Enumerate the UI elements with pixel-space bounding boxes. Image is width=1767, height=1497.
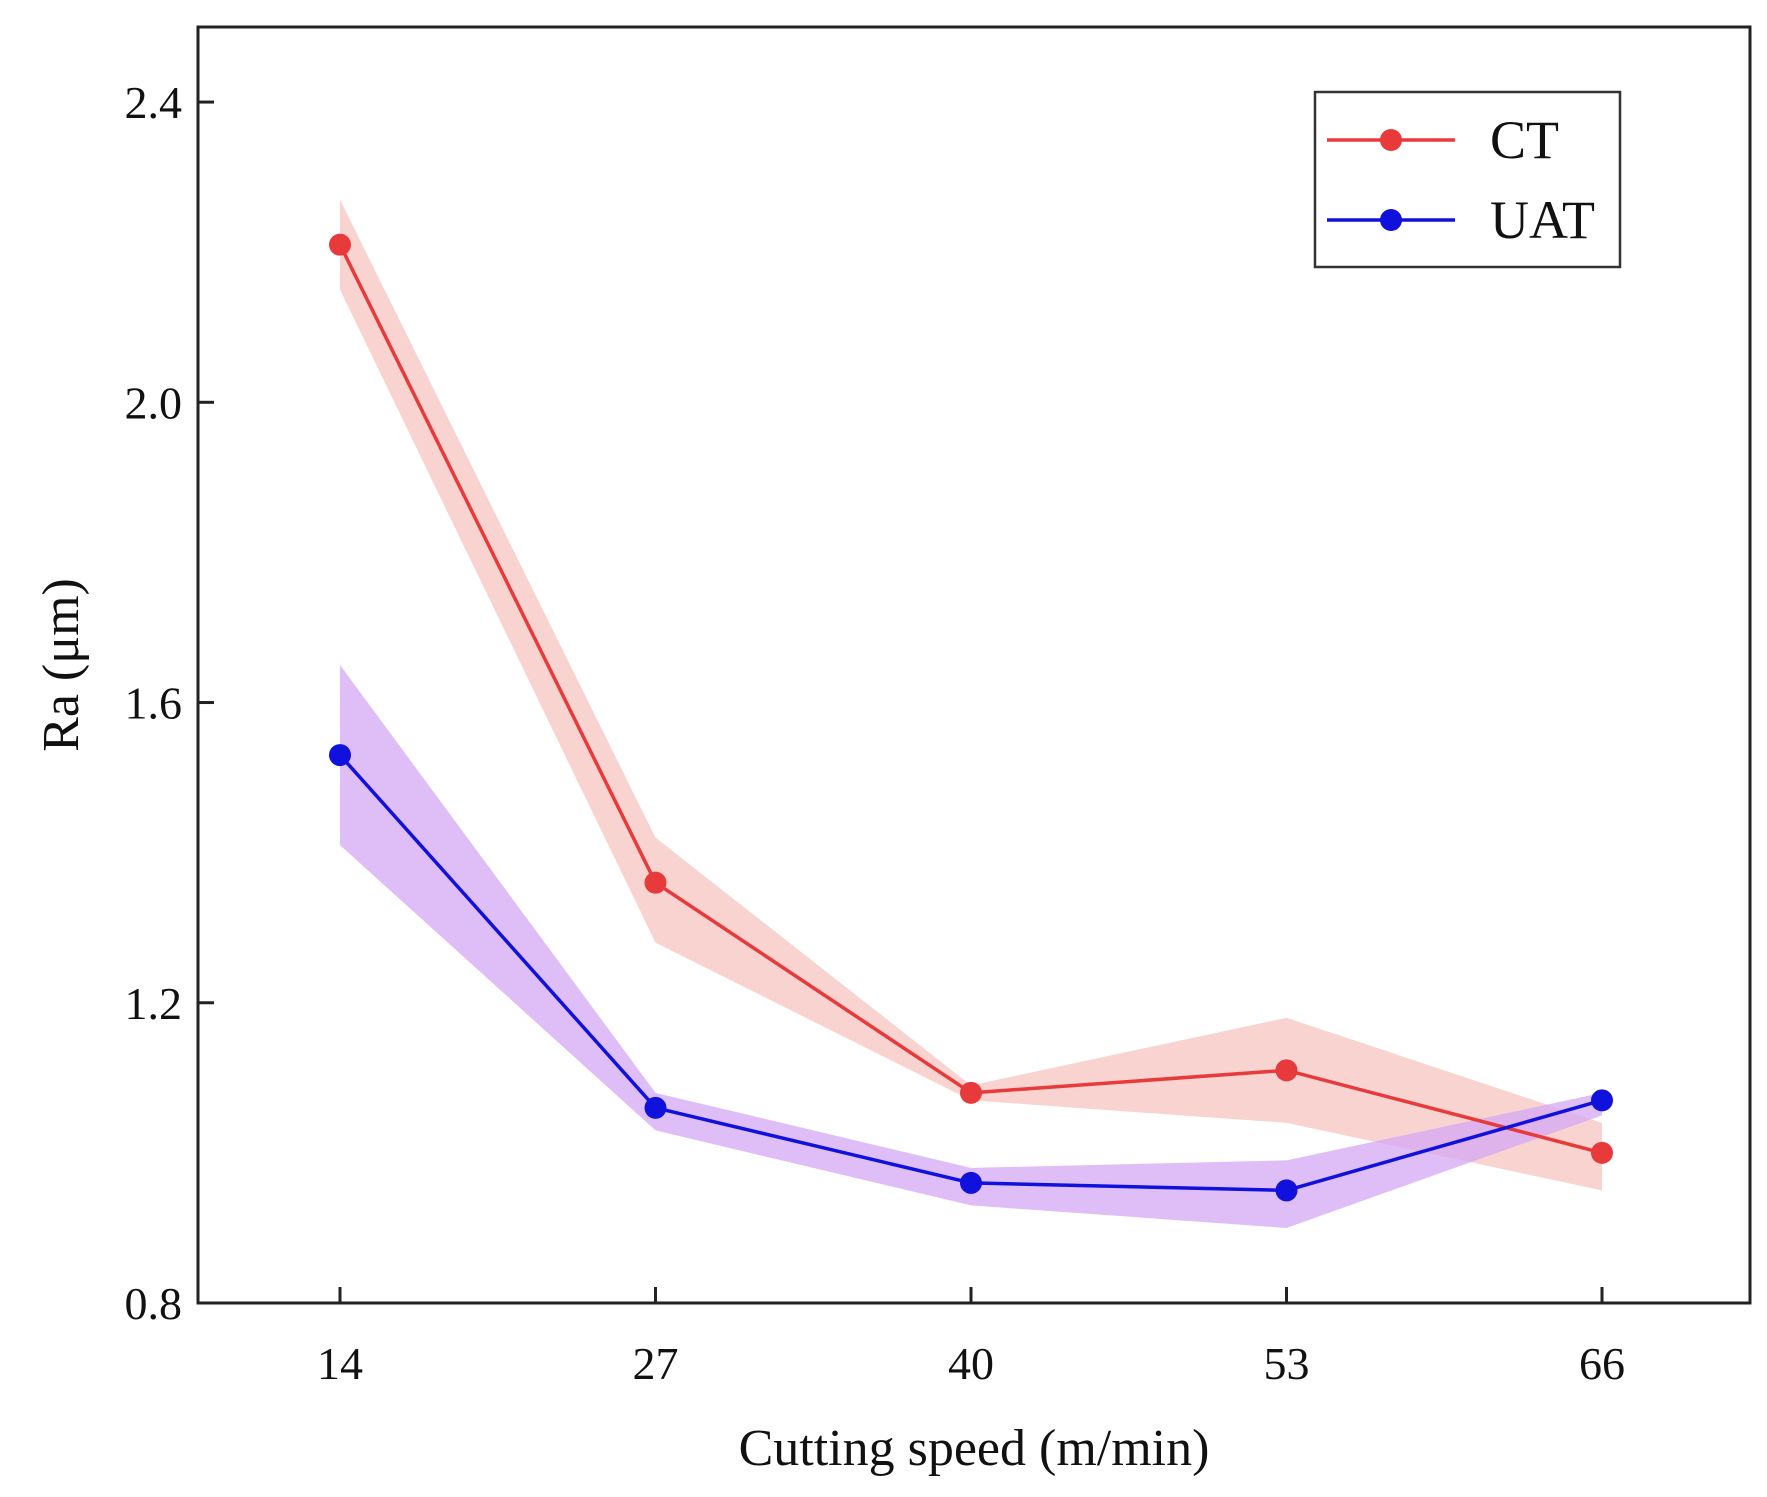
uat-data-point [644, 1096, 667, 1119]
axis-ticks: 14 27 40 53 66 0.8 1.2 1.6 2.0 2.4 [125, 77, 1626, 1389]
y-tick-label: 1.2 [125, 978, 183, 1029]
x-tick-label: 53 [1264, 1338, 1310, 1389]
series-markers [329, 233, 1613, 1202]
ct-data-point [960, 1081, 982, 1104]
ct-legend-marker [1380, 129, 1402, 151]
ct-data-point [644, 871, 667, 894]
legend-box [1313, 90, 1622, 269]
y-tick-label: 1.6 [125, 678, 183, 729]
uat-error-band [340, 665, 1602, 1228]
uat-data-point [1591, 1089, 1613, 1112]
uat-data-point [329, 744, 351, 767]
y-axis-title: Ra (μm) [33, 578, 90, 752]
plot-frame [196, 25, 1752, 1305]
x-tick-label: 14 [317, 1338, 363, 1389]
ct-legend-label: CT [1490, 110, 1559, 170]
series-lines [338, 243, 1603, 1193]
x-tick-label: 27 [633, 1338, 679, 1389]
y-tick-label: 2.0 [125, 377, 183, 428]
x-axis-title: Cutting speed (m/min) [739, 1420, 1210, 1477]
ct-data-point [329, 233, 351, 256]
ct-error-band [340, 199, 1602, 1191]
legend: CT UAT [1313, 90, 1622, 269]
x-tick-label: 66 [1579, 1338, 1625, 1389]
uat-data-point [1275, 1179, 1298, 1202]
uat-legend-label: UAT [1490, 190, 1595, 250]
uat-legend-marker [1380, 209, 1402, 231]
confidence-bands [340, 199, 1602, 1228]
y-tick-label: 0.8 [125, 1278, 183, 1329]
uat-data-point [960, 1171, 982, 1194]
y-tick-label: 2.4 [125, 77, 183, 128]
ct-series-line [338, 243, 1603, 1155]
x-tick-label: 40 [948, 1338, 994, 1389]
ct-data-point [1275, 1059, 1298, 1082]
ct-data-point [1591, 1141, 1613, 1164]
